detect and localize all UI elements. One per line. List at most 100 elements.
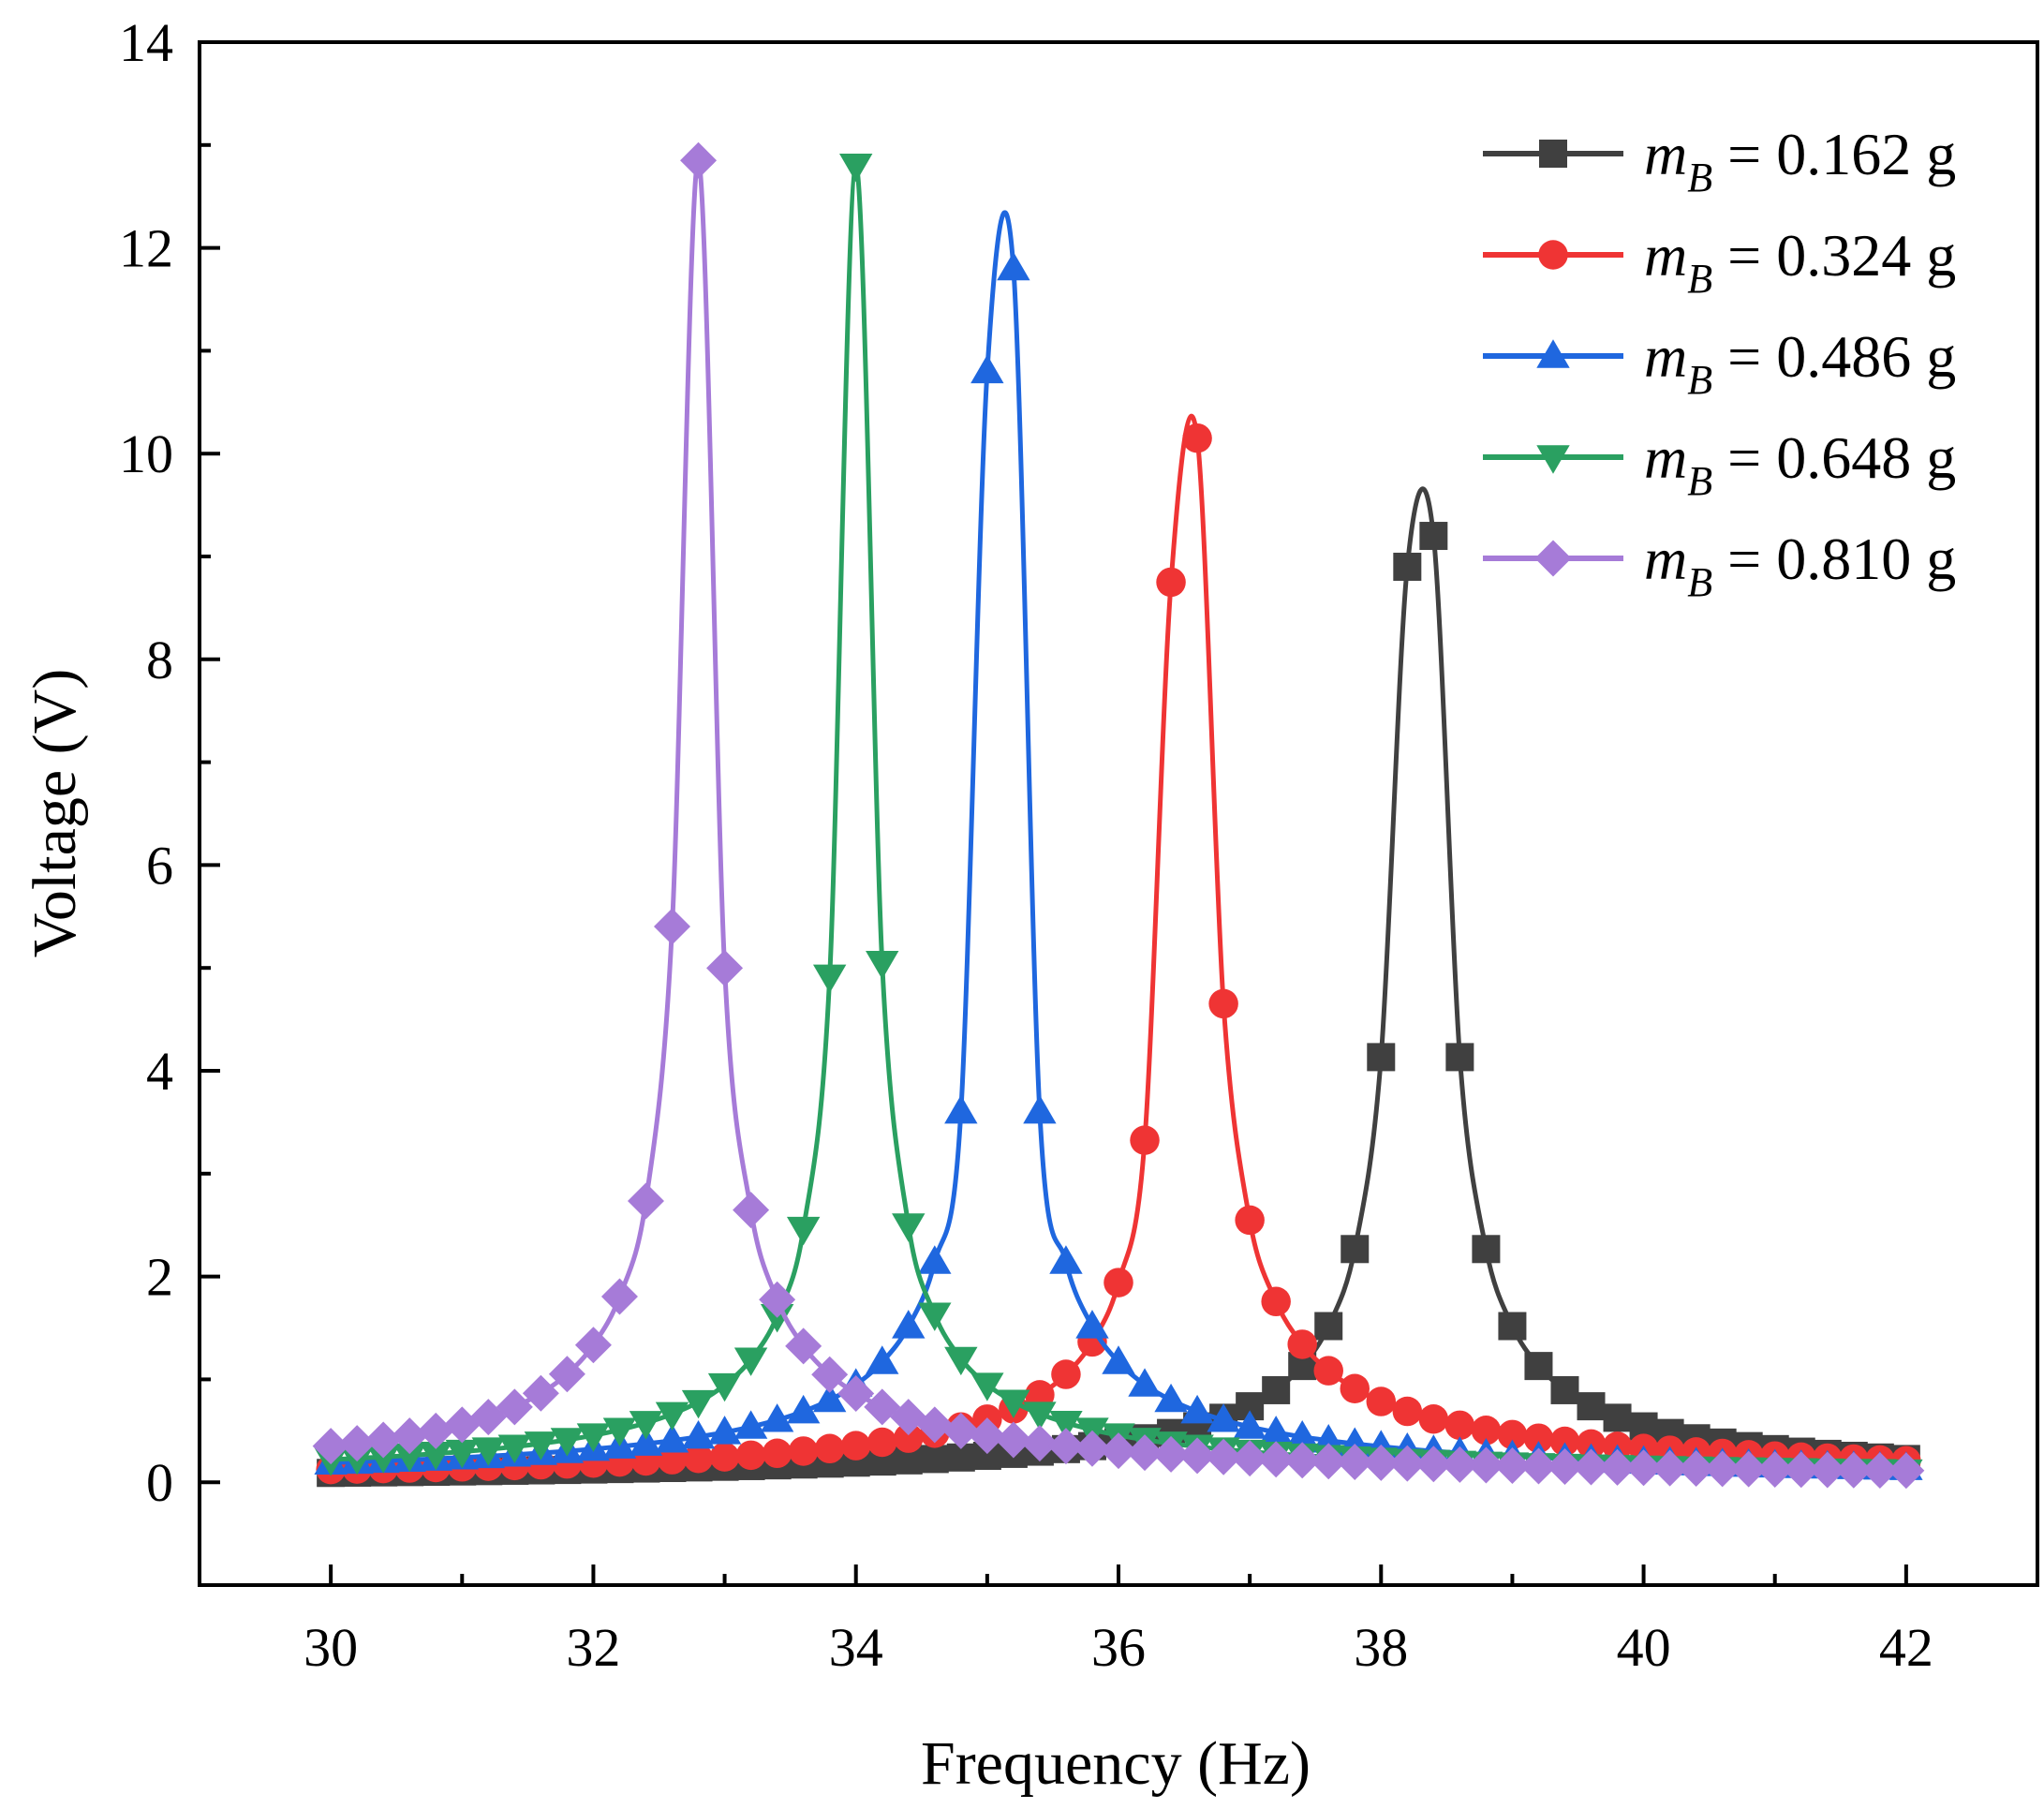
y-tick-label: 6 bbox=[146, 835, 173, 896]
x-tick-label: 30 bbox=[304, 1617, 358, 1678]
data-point bbox=[837, 1374, 875, 1412]
legend-var: m bbox=[1644, 526, 1687, 592]
data-point bbox=[419, 1441, 452, 1471]
data-point bbox=[1783, 1451, 1820, 1489]
data-point bbox=[1471, 1416, 1502, 1446]
data-point bbox=[1603, 1403, 1632, 1432]
data-point bbox=[629, 1411, 663, 1440]
legend-value: = 0.486 g bbox=[1712, 323, 1956, 390]
data-point bbox=[1051, 1359, 1081, 1389]
data-point bbox=[1156, 567, 1186, 598]
data-point bbox=[1235, 1205, 1265, 1236]
data-point bbox=[627, 1182, 664, 1220]
data-point bbox=[1549, 1426, 1580, 1457]
data-point bbox=[524, 1431, 558, 1461]
data-point bbox=[814, 1433, 845, 1464]
data-point bbox=[1287, 1329, 1317, 1359]
legend-item: mB = 0.810 g bbox=[1483, 526, 1956, 605]
data-point bbox=[892, 1310, 926, 1339]
data-point bbox=[1393, 552, 1422, 581]
data-point bbox=[786, 1216, 821, 1246]
legend-marker bbox=[1539, 140, 1567, 168]
x-axis-title: Frequency (Hz) bbox=[921, 1729, 1311, 1798]
data-point bbox=[1023, 1094, 1057, 1124]
data-point bbox=[1704, 1450, 1741, 1488]
data-point bbox=[1261, 1286, 1291, 1317]
data-point bbox=[1888, 1452, 1925, 1490]
legend-item: mB = 0.324 g bbox=[1483, 222, 1956, 302]
legend-var: m bbox=[1644, 121, 1687, 187]
data-point bbox=[706, 949, 744, 986]
data-point bbox=[1182, 423, 1212, 453]
data-point bbox=[1021, 1425, 1059, 1462]
legend: mB = 0.162 gmB = 0.324 gmB = 0.486 gmB =… bbox=[1483, 121, 1956, 605]
data-point bbox=[944, 1094, 978, 1124]
data-point bbox=[1550, 1375, 1579, 1404]
data-point bbox=[1208, 988, 1238, 1019]
data-point bbox=[1546, 1447, 1583, 1485]
legend-marker bbox=[1536, 339, 1570, 368]
data-point bbox=[920, 1445, 949, 1474]
data-point bbox=[839, 154, 873, 183]
data-point bbox=[762, 1438, 792, 1469]
data-point bbox=[1178, 1437, 1216, 1475]
data-point bbox=[655, 1424, 689, 1453]
legend-marker bbox=[1536, 445, 1570, 474]
x-tick-label: 42 bbox=[1879, 1617, 1933, 1678]
data-point bbox=[338, 1425, 376, 1462]
data-point bbox=[786, 1394, 821, 1424]
data-point bbox=[1100, 1432, 1137, 1470]
data-point bbox=[496, 1388, 533, 1426]
data-point bbox=[654, 908, 691, 945]
data-point bbox=[1366, 1386, 1397, 1416]
axis-layer: 30 32 34 36 38 40 42 0 2 4 6 8 10 12 14 bbox=[119, 12, 1933, 1678]
data-point bbox=[1678, 1450, 1715, 1488]
legend-sub: B bbox=[1687, 155, 1712, 200]
y-tick-label: 14 bbox=[119, 12, 173, 73]
data-point bbox=[1336, 1444, 1373, 1481]
data-point bbox=[1154, 1383, 1188, 1413]
data-point bbox=[1730, 1450, 1768, 1488]
data-point bbox=[445, 1439, 479, 1469]
data-point bbox=[1049, 1245, 1083, 1274]
data-point bbox=[1498, 1312, 1527, 1341]
data-point bbox=[840, 1431, 871, 1461]
data-point bbox=[1231, 1440, 1268, 1477]
legend-value: = 0.810 g bbox=[1712, 526, 1956, 592]
data-point bbox=[1418, 1403, 1449, 1434]
legend-value: = 0.648 g bbox=[1712, 424, 1956, 491]
data-point bbox=[522, 1374, 559, 1412]
data-point bbox=[1130, 1125, 1160, 1155]
legend-sub: B bbox=[1687, 256, 1712, 302]
data-point bbox=[707, 1416, 742, 1445]
data-point bbox=[1861, 1452, 1899, 1490]
legend-value: = 0.162 g bbox=[1712, 121, 1956, 187]
data-point bbox=[1126, 1434, 1163, 1472]
x-tick-label: 40 bbox=[1617, 1617, 1671, 1678]
data-point bbox=[866, 1345, 899, 1374]
data-point bbox=[1524, 1352, 1553, 1381]
data-point bbox=[892, 1213, 926, 1242]
data-point bbox=[1262, 1375, 1291, 1404]
data-point bbox=[1207, 1403, 1240, 1432]
data-point bbox=[709, 1442, 740, 1472]
data-point bbox=[1180, 1394, 1214, 1424]
x-tick-label: 36 bbox=[1091, 1617, 1146, 1678]
data-point bbox=[391, 1417, 428, 1455]
data-point bbox=[1128, 1368, 1162, 1397]
data-point bbox=[443, 1406, 481, 1444]
data-point bbox=[1310, 1443, 1347, 1480]
data-point bbox=[497, 1434, 532, 1463]
data-point bbox=[759, 1281, 796, 1318]
data-point bbox=[1756, 1450, 1794, 1488]
legend-var: m bbox=[1644, 222, 1687, 289]
data-point bbox=[1233, 1410, 1266, 1439]
data-point bbox=[1075, 1310, 1109, 1339]
data-point bbox=[1205, 1438, 1242, 1475]
legend-item: mB = 0.648 g bbox=[1483, 424, 1956, 504]
data-point bbox=[866, 1427, 897, 1458]
data-point bbox=[1625, 1449, 1663, 1487]
data-point bbox=[997, 251, 1030, 281]
legend-value: = 0.324 g bbox=[1712, 222, 1956, 289]
